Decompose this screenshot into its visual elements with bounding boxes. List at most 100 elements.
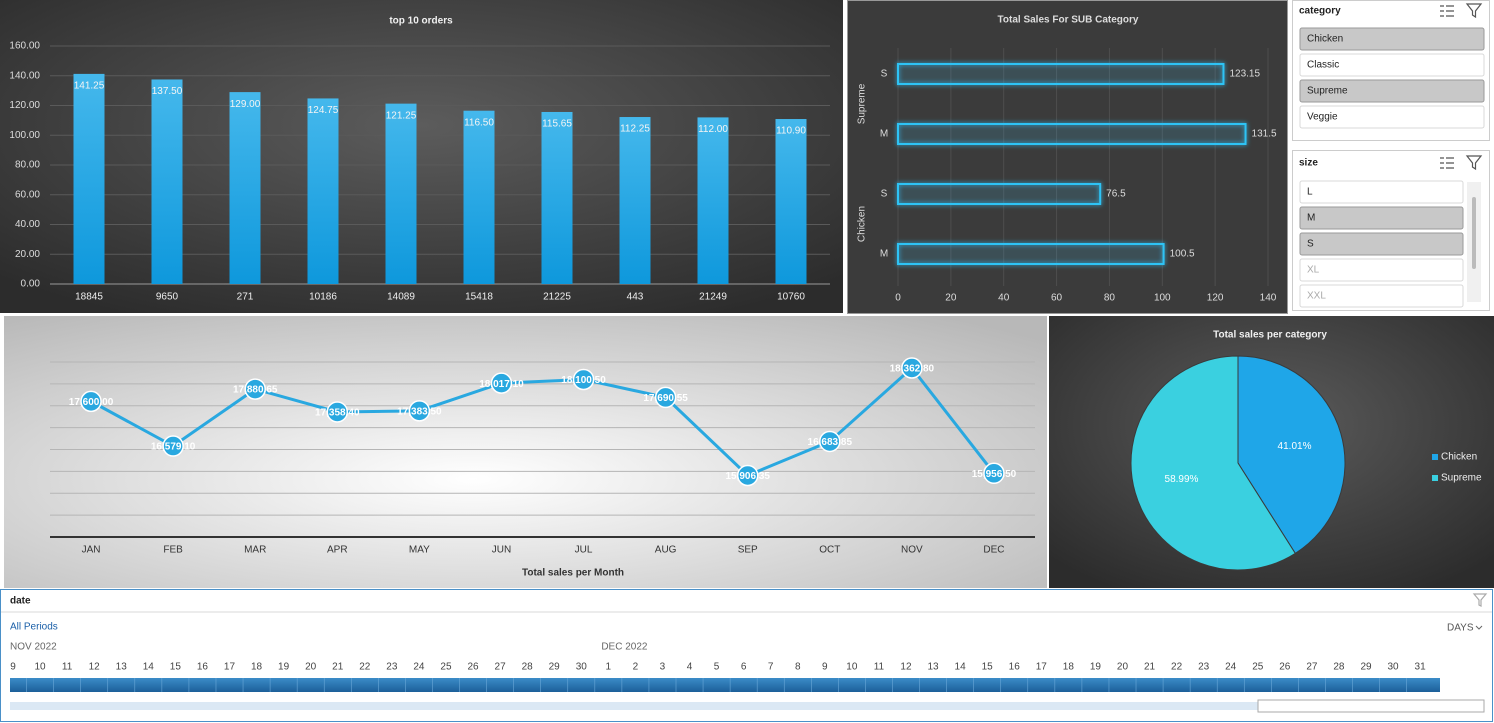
data-label: 112.00	[698, 124, 728, 135]
slicer-title: size	[1299, 158, 1318, 169]
dropdown-arrow[interactable]	[1475, 625, 1483, 630]
x-tick-label: 271	[237, 292, 254, 303]
pie-slice	[1130, 355, 1296, 571]
line-series	[90, 365, 996, 478]
day-label: 28	[1333, 662, 1345, 673]
data-label: 123.15	[1229, 69, 1260, 80]
slicer-item[interactable]	[1299, 206, 1464, 230]
day-label: 4	[687, 662, 693, 673]
data-label: 121.25	[386, 110, 417, 121]
slicer-item[interactable]	[1299, 180, 1464, 204]
x-tick-label: OCT	[819, 545, 840, 556]
data-label: 17,383.50	[397, 406, 442, 417]
day-label: 18	[251, 662, 263, 673]
data-label: 112.25	[620, 124, 650, 135]
data-label: 116.50	[464, 117, 494, 128]
day-label: 17	[224, 662, 236, 673]
group-label: Chicken	[857, 206, 868, 242]
slicer-item[interactable]	[1299, 79, 1485, 103]
marker	[572, 368, 595, 391]
marker	[736, 464, 759, 487]
day-label: 29	[1360, 662, 1372, 673]
category-label: M	[880, 129, 888, 140]
data-label: 16,683.85	[808, 437, 853, 448]
x-tick-label: 21225	[543, 292, 571, 303]
marker	[983, 462, 1005, 485]
day-label: 27	[495, 662, 507, 673]
y-tick-label: 0.00	[21, 279, 41, 290]
marker	[901, 357, 923, 379]
slicer-item[interactable]	[1299, 284, 1464, 308]
data-label: 115.65	[542, 119, 572, 130]
legend-label: Supreme	[1441, 473, 1482, 484]
bar	[897, 243, 1165, 265]
timeline-title: date	[10, 596, 31, 607]
day-label: 30	[576, 662, 588, 673]
slicer-item-label: S	[1307, 239, 1314, 250]
clear-filter-icon[interactable]	[1465, 3, 1483, 19]
chart-title: top 10 orders	[389, 16, 453, 27]
timeline-scroll-thumb[interactable]	[1257, 699, 1485, 713]
bar	[541, 111, 573, 284]
clear-filter-icon[interactable]	[1465, 155, 1483, 171]
legend-swatch	[1432, 454, 1438, 460]
day-label: 23	[1198, 662, 1210, 673]
marker	[819, 430, 841, 453]
day-label: 25	[440, 662, 452, 673]
bar	[775, 119, 807, 284]
x-tick-label: 20	[945, 293, 957, 304]
day-label: 19	[1090, 662, 1102, 673]
data-label: 58.99%	[1165, 474, 1199, 485]
data-label: 41.01%	[1278, 441, 1312, 452]
slicer-item[interactable]	[1299, 27, 1485, 51]
day-label: 6	[741, 662, 747, 673]
bar	[307, 98, 339, 284]
timeline-period[interactable]: All Periods	[10, 622, 58, 633]
day-label: 30	[1387, 662, 1399, 673]
bar	[229, 92, 261, 284]
data-label: 76.5	[1106, 189, 1126, 200]
data-label: 100.5	[1170, 249, 1195, 260]
x-tick-label: 120	[1207, 293, 1224, 304]
x-tick-label: 40	[998, 293, 1010, 304]
pie-slice	[1237, 355, 1346, 555]
marker	[408, 400, 431, 422]
day-label: 16	[197, 662, 209, 673]
x-tick-label: 0	[895, 293, 901, 304]
day-label: 25	[1252, 662, 1264, 673]
x-tick-label: JUL	[575, 545, 593, 556]
group-label: Supreme	[857, 83, 868, 124]
timeline-scroll-track	[10, 702, 1484, 710]
marker	[162, 435, 184, 457]
day-label: 2	[633, 662, 639, 673]
slicer-item[interactable]	[1299, 232, 1464, 256]
x-tick-label: 80	[1104, 293, 1116, 304]
bar	[73, 73, 105, 284]
y-tick-label: 100.00	[9, 130, 40, 141]
multi-select-icon[interactable]	[1440, 157, 1454, 169]
day-label: 12	[900, 662, 912, 673]
data-label: 15,906.35	[725, 471, 770, 482]
multi-select-icon[interactable]	[1440, 5, 1454, 17]
slicer-item[interactable]	[1299, 258, 1464, 282]
y-tick-label: 40.00	[15, 219, 40, 230]
bar	[151, 79, 183, 284]
slicer-item[interactable]	[1299, 105, 1485, 129]
data-label: 17,690.55	[643, 393, 688, 404]
day-label: 20	[1117, 662, 1129, 673]
x-tick-label: 14089	[387, 292, 415, 303]
day-label: 15	[170, 662, 182, 673]
day-label: 23	[386, 662, 398, 673]
day-label: 9	[822, 662, 828, 673]
scroll-thumb[interactable]	[1472, 197, 1476, 269]
day-label: 21	[332, 662, 344, 673]
timeline-level[interactable]: DAYS	[1447, 623, 1474, 634]
timeline-bar[interactable]	[10, 678, 1440, 692]
slicer-item-label: Chicken	[1307, 34, 1343, 45]
data-label: 129.00	[230, 99, 261, 110]
y-tick-label: 160.00	[9, 41, 40, 52]
day-label: 1	[606, 662, 612, 673]
slicer-item[interactable]	[1299, 53, 1485, 77]
data-label: 18,100.50	[561, 375, 606, 386]
clear-filter-icon[interactable]	[1472, 593, 1488, 607]
